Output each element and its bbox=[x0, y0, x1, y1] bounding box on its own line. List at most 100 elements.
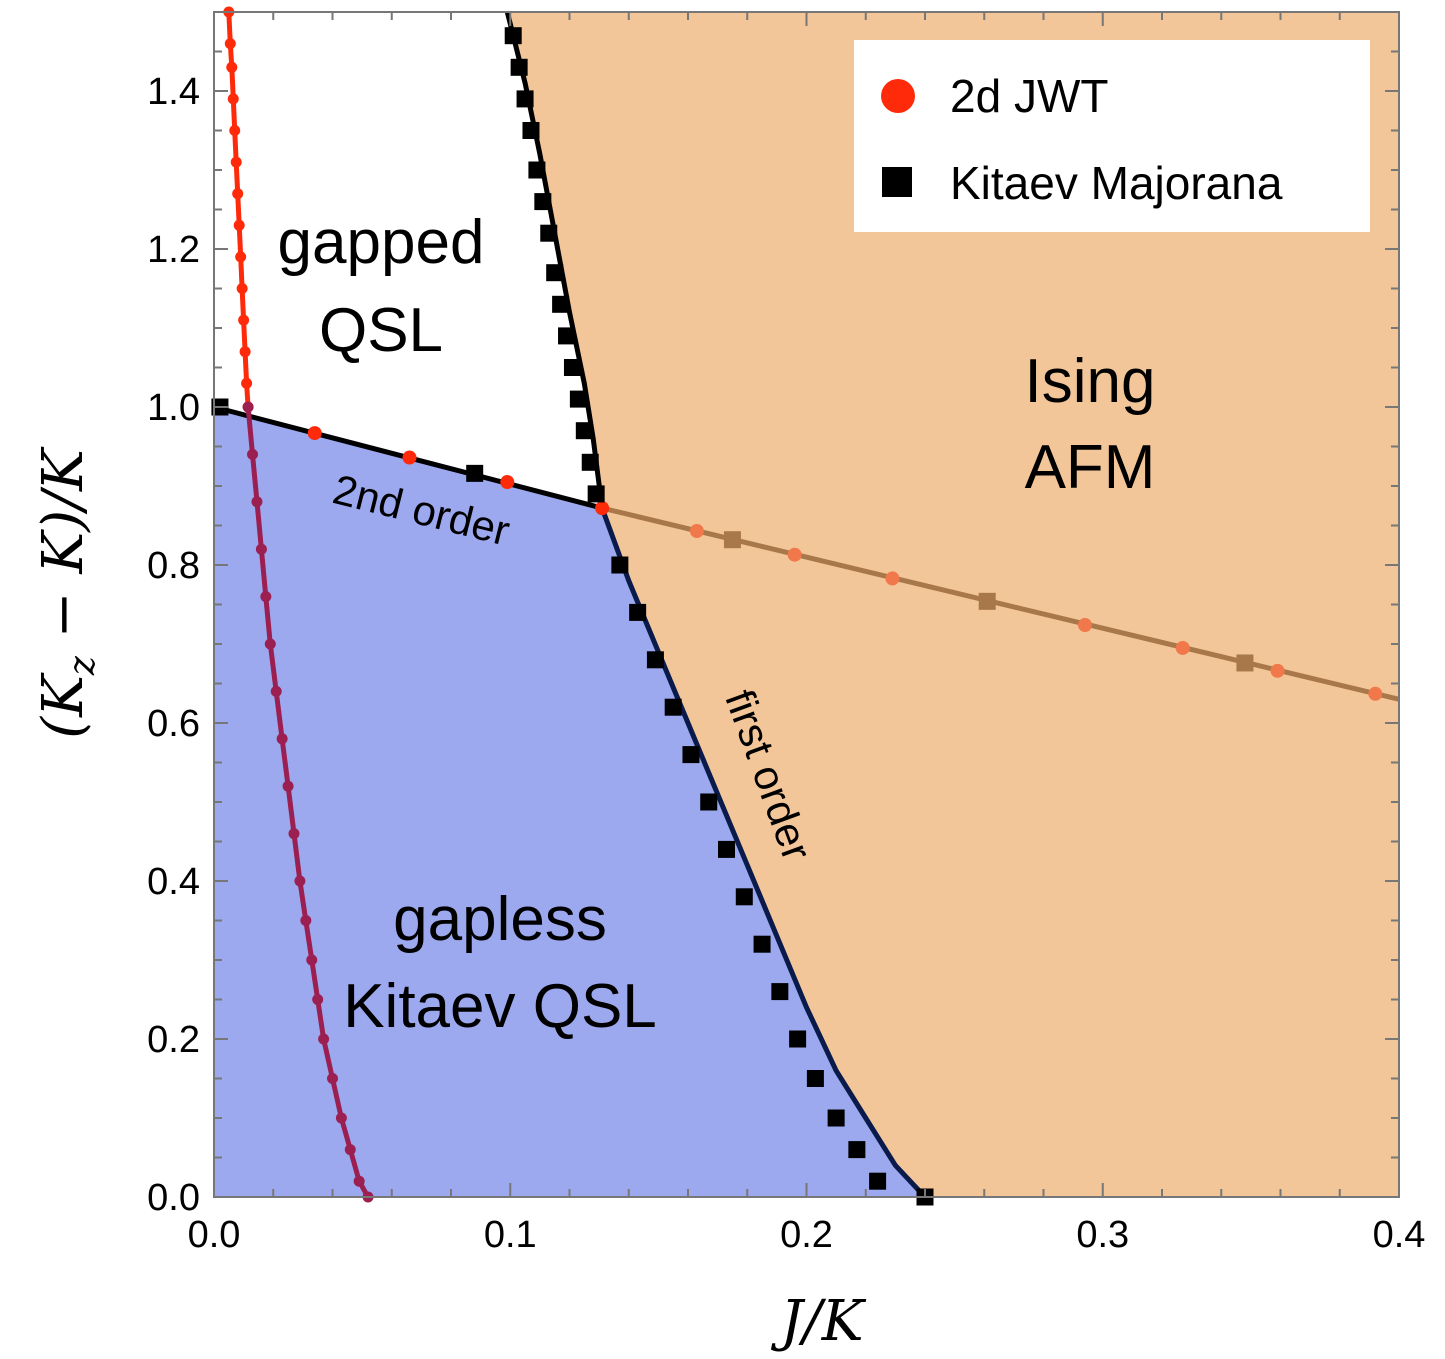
series-6-point-4 bbox=[1175, 640, 1190, 655]
series-1-point-10 bbox=[294, 875, 306, 887]
x-tick-label-1: 0.1 bbox=[484, 1214, 537, 1256]
region-label-gapped-line2: QSL bbox=[319, 296, 443, 365]
series-7-point-0 bbox=[723, 531, 741, 549]
series-5-point-12 bbox=[827, 1109, 845, 1127]
series-7-point-2 bbox=[1236, 654, 1254, 672]
series-5-point-13 bbox=[848, 1141, 866, 1159]
series-4-point-13 bbox=[581, 453, 599, 471]
y-tick-label-1: 0.2 bbox=[147, 1019, 200, 1061]
series-1-point-2 bbox=[251, 496, 263, 508]
legend-marker-kitaev-majorana bbox=[882, 167, 912, 197]
series-5-point-5 bbox=[700, 793, 718, 811]
series-4-point-6 bbox=[540, 224, 558, 242]
series-4-point-7 bbox=[546, 264, 564, 282]
series-2-point-3 bbox=[595, 501, 610, 516]
series-0-point-12 bbox=[241, 377, 253, 389]
svg-text:(Kz − K)/K: (Kz − K)/K bbox=[31, 446, 103, 739]
x-axis-title: J/K bbox=[770, 1289, 866, 1354]
region-label-gapless-line1: gapless bbox=[393, 885, 607, 954]
series-1-point-12 bbox=[306, 954, 318, 966]
x-tick-label-2: 0.2 bbox=[780, 1214, 833, 1256]
legend-label-kitaev-majorana: Kitaev Majorana bbox=[950, 157, 1283, 209]
region-label-gapless-line2: Kitaev QSL bbox=[343, 972, 657, 1041]
series-1-line bbox=[245, 406, 371, 1199]
series-0-point-8 bbox=[235, 251, 247, 263]
series-4-point-4 bbox=[528, 161, 546, 179]
series-0-point-6 bbox=[232, 188, 244, 200]
series-2-point-0 bbox=[307, 426, 322, 441]
series-3-point-1 bbox=[466, 464, 484, 482]
series-4-point-14 bbox=[587, 485, 605, 503]
series-1-point-8 bbox=[282, 780, 294, 792]
series-0-point-3 bbox=[227, 93, 239, 105]
region-gapless-kitaev-qsl bbox=[214, 407, 925, 1197]
series-4-point-12 bbox=[575, 422, 593, 440]
series-1-point-9 bbox=[288, 828, 300, 840]
series-5-point-14 bbox=[869, 1172, 887, 1190]
series-1-point-5 bbox=[264, 638, 276, 650]
series-6-point-2 bbox=[885, 571, 900, 586]
series-4-point-0 bbox=[504, 27, 522, 45]
series-0-point-1 bbox=[224, 38, 236, 50]
series-4-point-5 bbox=[534, 193, 552, 211]
y-axis-title: (Kz − K)/K bbox=[31, 446, 103, 739]
series-0-point-10 bbox=[238, 314, 250, 326]
x-tick-label-3: 0.3 bbox=[1076, 1214, 1129, 1256]
series-5-point-10 bbox=[789, 1030, 807, 1048]
series-1-point-7 bbox=[276, 733, 288, 745]
series-6-point-6 bbox=[1368, 686, 1383, 701]
series-4-point-3 bbox=[522, 122, 540, 139]
series-4-point-9 bbox=[558, 327, 576, 345]
series-1-point-13 bbox=[312, 994, 324, 1005]
series-5-point-11 bbox=[806, 1070, 824, 1087]
series-5-point-2 bbox=[646, 651, 664, 669]
series-1-point-15 bbox=[327, 1073, 338, 1084]
series-1-point-6 bbox=[270, 685, 282, 697]
series-0-point-2 bbox=[226, 61, 238, 73]
y-tick-label-5: 1.0 bbox=[147, 387, 200, 429]
y-axis-title-part1: (K bbox=[31, 672, 96, 739]
region-label-gapped-line1: gapped bbox=[278, 208, 485, 277]
series-6-point-0 bbox=[689, 524, 704, 539]
series-0-point-11 bbox=[239, 346, 251, 358]
series-5-point-0 bbox=[611, 556, 629, 574]
series-6-point-5 bbox=[1270, 663, 1285, 678]
region-label-ising-line2: AFM bbox=[1025, 433, 1156, 502]
series-0-point-7 bbox=[233, 219, 245, 231]
markers-layer bbox=[211, 6, 1383, 1206]
series-4-point-10 bbox=[563, 359, 581, 376]
series-1-point-18 bbox=[353, 1175, 365, 1187]
series-1-point-17 bbox=[344, 1144, 356, 1156]
legend: 2d JWT Kitaev Majorana bbox=[854, 40, 1370, 232]
series-6-point-1 bbox=[787, 547, 802, 562]
region-ising-afm bbox=[507, 12, 1399, 1197]
series-4-point-2 bbox=[516, 90, 534, 108]
series-1-point-4 bbox=[260, 591, 272, 603]
series-5-point-4 bbox=[682, 746, 700, 764]
y-tick-label-7: 1.4 bbox=[147, 71, 200, 113]
legend-label-2d-jwt: 2d JWT bbox=[950, 70, 1108, 122]
series-5-point-7 bbox=[735, 888, 753, 906]
series-4-point-8 bbox=[552, 295, 570, 313]
y-axis-title-part2: − K)/K bbox=[31, 446, 96, 656]
y-tick-label-4: 0.8 bbox=[147, 545, 200, 587]
series-1-point-14 bbox=[318, 1033, 330, 1045]
y-tick-label-6: 1.2 bbox=[147, 229, 200, 271]
series-1-point-0 bbox=[242, 401, 254, 413]
series-1-point-3 bbox=[255, 543, 267, 555]
y-tick-label-2: 0.4 bbox=[147, 861, 200, 903]
axes-layer: 0.0 0.1 0.2 0.3 0.4 0.0 0.2 0.4 0.6 0.8 1.0 1.2 1.4 bbox=[147, 11, 1425, 1256]
series-1-point-1 bbox=[247, 448, 259, 460]
series-0-point-9 bbox=[236, 283, 248, 294]
series-4-point-11 bbox=[569, 390, 587, 408]
x-tick-label-0: 0.0 bbox=[188, 1214, 241, 1256]
series-5-point-1 bbox=[629, 603, 647, 621]
legend-marker-2d-jwt bbox=[881, 79, 915, 113]
region-label-ising-line1: Ising bbox=[1025, 347, 1156, 416]
series-0-point-5 bbox=[230, 156, 242, 168]
y-axis-title-sub: z bbox=[62, 655, 103, 676]
first-order-lower-line bbox=[599, 507, 927, 1199]
series-5-point-9 bbox=[771, 983, 789, 1001]
series-7-point-1 bbox=[978, 592, 996, 610]
legend-box bbox=[854, 40, 1370, 232]
